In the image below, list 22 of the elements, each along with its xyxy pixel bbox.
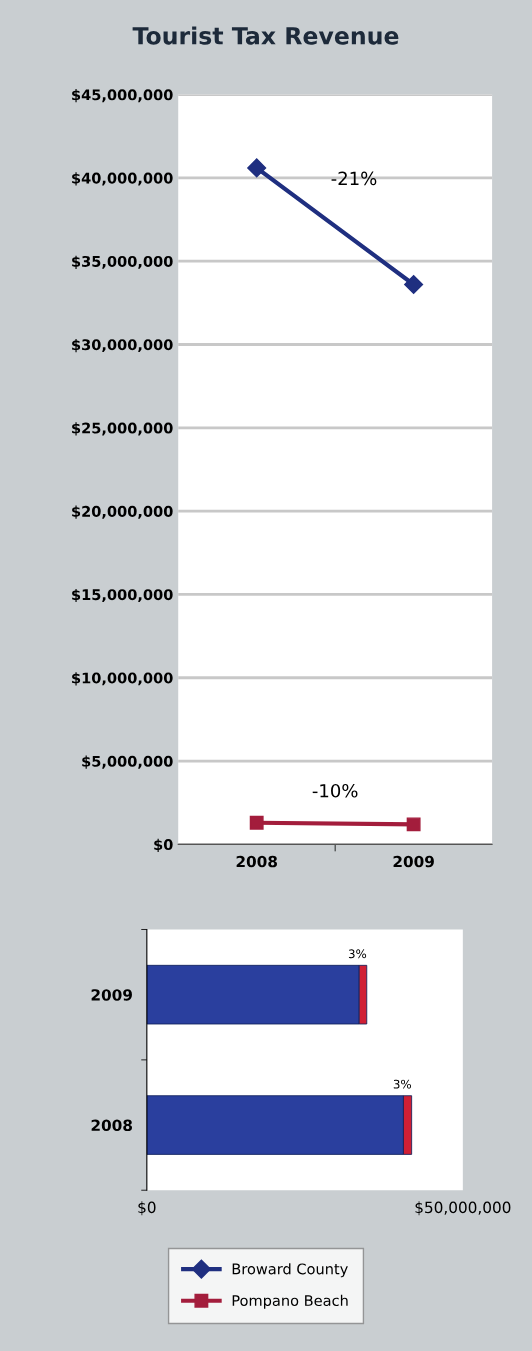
annotation: 3% — [393, 1079, 411, 1089]
y-tick-label: $15,000,000 — [72, 588, 173, 603]
chart-title: Tourist Tax Revenue — [132, 26, 399, 45]
point — [406, 817, 421, 832]
y-tick-label: $40,000,000 — [72, 172, 173, 186]
y-tick-label: $0 — [154, 838, 173, 853]
y-tick-label: $20,000,000 — [72, 505, 173, 519]
annotation: -21% — [331, 171, 377, 186]
y-tick-label: $35,000,000 — [72, 255, 173, 269]
y-tick-label: $25,000,000 — [72, 422, 173, 436]
point — [249, 815, 264, 830]
point — [247, 158, 267, 178]
y-tick-label: $5,000,000 — [82, 755, 173, 769]
y-tick-label: $45,000,000 — [72, 89, 173, 103]
y-tick-label: $30,000,000 — [72, 338, 173, 353]
annotation: 3% — [348, 949, 367, 959]
point — [404, 274, 424, 295]
y-tick-label: $10,000,000 — [72, 672, 173, 686]
legend-label: Pompano Beach — [232, 1294, 348, 1309]
legend-label: Broward County — [232, 1263, 348, 1278]
annotation: -10% — [312, 783, 358, 798]
x-tick-label: $50,000,000 — [415, 1201, 511, 1216]
